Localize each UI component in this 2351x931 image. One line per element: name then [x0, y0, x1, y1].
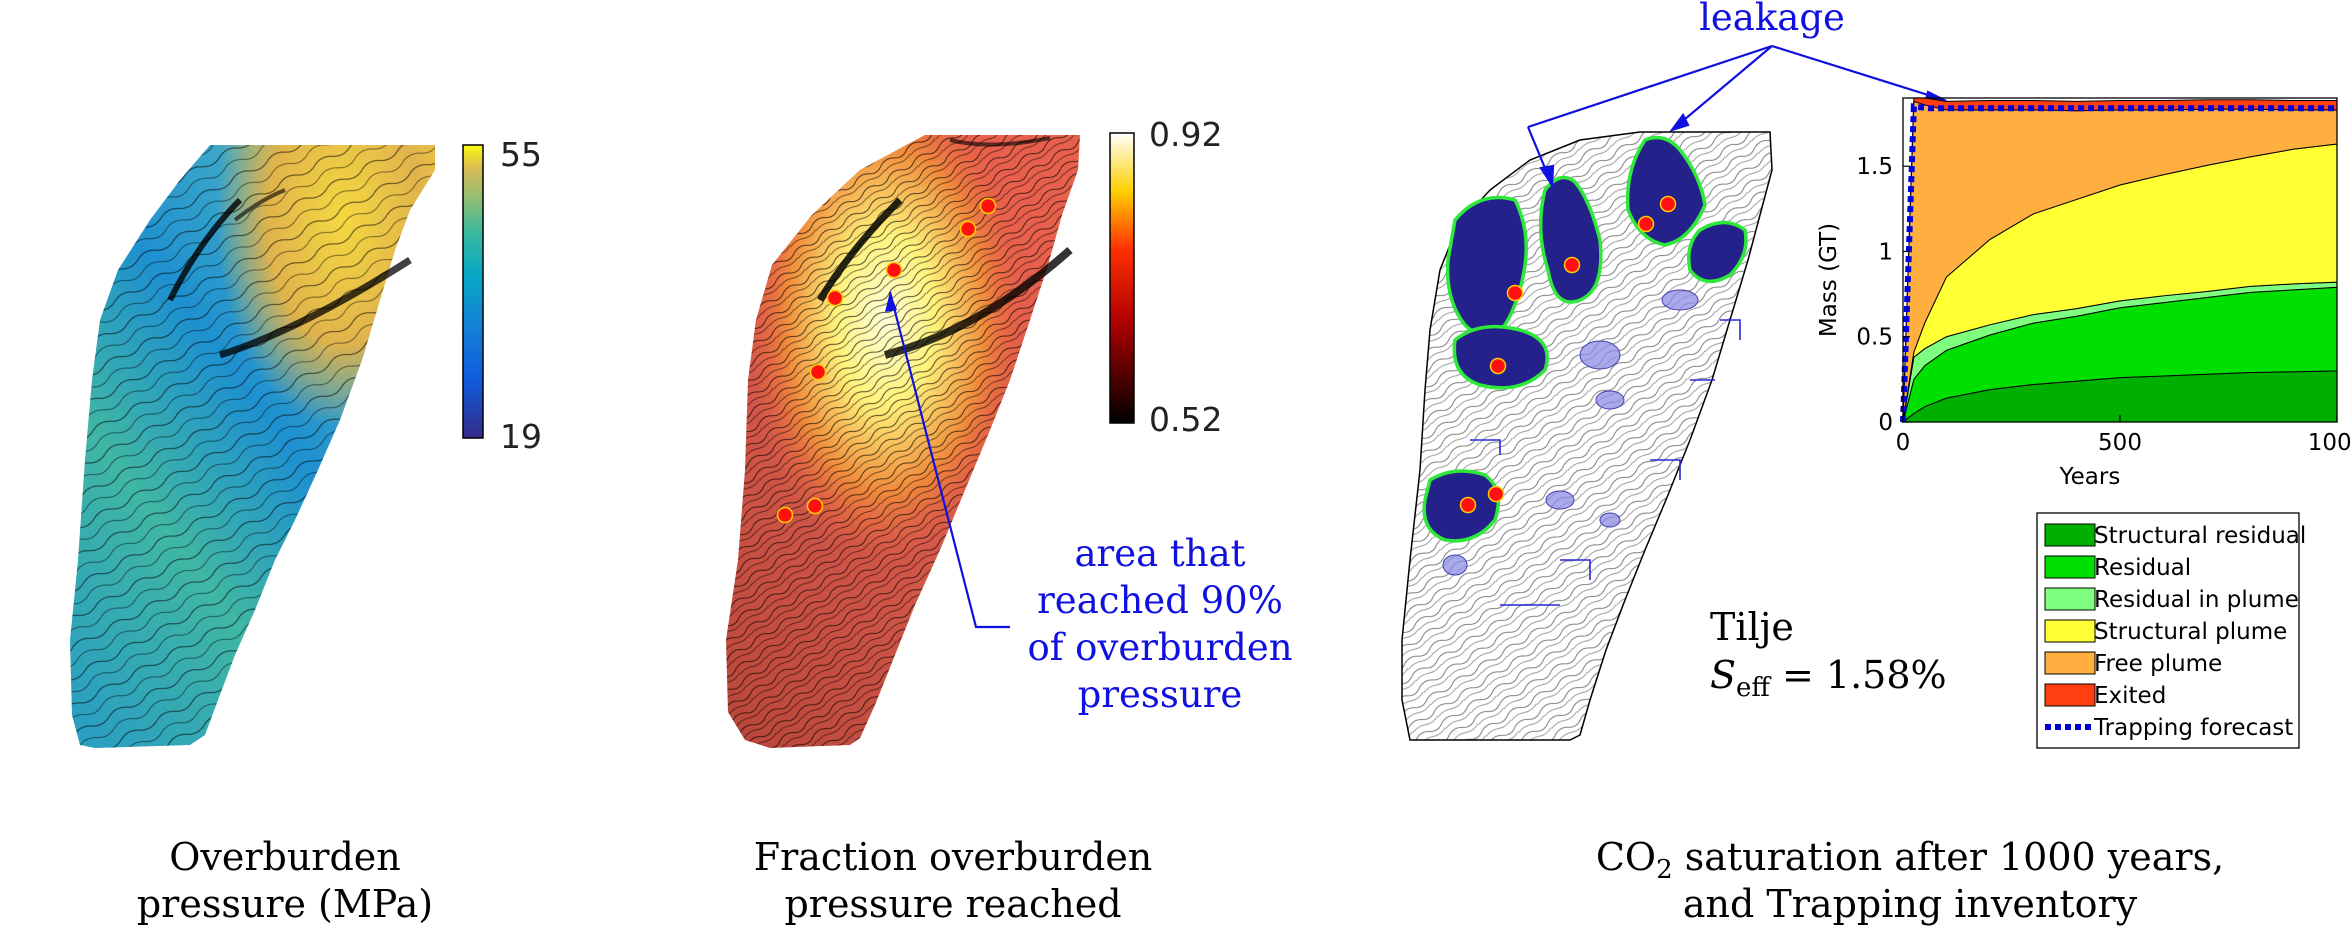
caption-co: CO — [1596, 835, 1656, 879]
seff-value: = 1.58% — [1770, 653, 1947, 697]
co2-plume — [1687, 220, 1748, 284]
well-marker — [885, 261, 903, 279]
x-axis-label: Years — [2059, 464, 2121, 490]
x-tick-label: 500 — [2098, 430, 2142, 456]
x-tick-label: 1000 — [2308, 430, 2351, 456]
fraction-wells — [776, 197, 997, 524]
legend-label: Exited — [2094, 683, 2166, 709]
legend-swatch — [2044, 523, 2096, 547]
trapping-inventory-chart: 0 500 1000 0 0.5 1 1.5 Years Mass (GT) — [1816, 97, 2351, 490]
overburden-caption-line1: Overburden — [169, 835, 401, 879]
seff-subscript: eff — [1736, 673, 1772, 703]
legend-swatch — [2044, 587, 2096, 611]
legend-swatch — [2044, 619, 2096, 643]
fraction-colorbar — [1109, 132, 1135, 424]
leakage-label: leakage — [1699, 0, 1845, 39]
fraction-annotation-line2: reached 90% — [1037, 579, 1283, 622]
leakage-arrows — [1526, 44, 1948, 189]
x-tick-label: 0 — [1896, 430, 1911, 456]
caption-subscript: 2 — [1656, 855, 1673, 885]
saturation-caption-line1: CO2 saturation after 1000 years, — [1596, 835, 2224, 885]
trapping-legend: Structural residual Residual Residual in p… — [2036, 512, 2306, 749]
legend-label: Structural plume — [2094, 619, 2287, 645]
fraction-annotation-line4: pressure — [1078, 673, 1243, 716]
co2-plume — [1452, 324, 1549, 390]
well-marker — [1506, 284, 1524, 302]
co2-thin-region — [1661, 289, 1699, 311]
seff-label: Seff = 1.58% — [1710, 653, 1947, 703]
legend-label: Trapping forecast — [2093, 715, 2293, 741]
legend-label: Residual — [2094, 555, 2191, 581]
co2-plume — [1538, 175, 1603, 304]
trapping-forecast-line — [1900, 103, 2337, 423]
well-marker — [1487, 485, 1505, 503]
co2-thin-region — [1545, 490, 1575, 510]
y-tick-label: 0.5 — [1856, 325, 1893, 351]
y-tick-label: 1.5 — [1856, 154, 1893, 180]
well-marker — [826, 289, 844, 307]
fraction-panel: 0.92 0.52 area that reached 90% of overb… — [726, 115, 1293, 926]
well-marker — [959, 220, 977, 238]
fraction-caption-line2: pressure reached — [784, 882, 1121, 926]
legend-label: Residual in plume — [2094, 587, 2299, 613]
fraction-caption-line1: Fraction overburden — [754, 835, 1153, 879]
well-marker — [1489, 357, 1507, 375]
legend-label: Free plume — [2094, 651, 2222, 677]
co2-thin-region — [1579, 340, 1621, 370]
legend-swatch — [2044, 651, 2096, 675]
seff-symbol: S — [1710, 653, 1736, 697]
caption-rest: saturation after 1000 years, — [1673, 835, 2225, 879]
saturation-caption-line2: and Trapping inventory — [1683, 882, 2138, 926]
well-marker — [1659, 195, 1677, 213]
well-marker — [809, 363, 827, 381]
saturation-panel: leakage 0 500 1000 0 0.5 1 1.5 Years Mass (GT) S… — [1401, 0, 2351, 926]
legend-swatch — [2044, 683, 2096, 707]
overburden-colorbar-min: 19 — [500, 417, 542, 456]
legend-swatch — [2044, 555, 2096, 579]
well-marker — [1563, 256, 1581, 274]
saturation-wells — [1459, 195, 1677, 514]
legend-label: Structural residual — [2094, 523, 2306, 549]
co2-thin-regions — [1442, 289, 1699, 576]
fraction-annotation-arrow — [888, 291, 1010, 629]
well-marker — [979, 197, 997, 215]
fraction-annotation-line1: area that — [1074, 532, 1245, 575]
leakage-paths — [1470, 319, 1741, 606]
fraction-colorbar-max: 0.92 — [1149, 115, 1222, 154]
co2-thin-region — [1595, 390, 1625, 410]
fraction-colorbar-min: 0.52 — [1149, 400, 1222, 439]
co2-thin-region — [1599, 512, 1621, 528]
y-tick-label: 1 — [1878, 239, 1893, 265]
overburden-colorbar-max: 55 — [500, 135, 542, 174]
overburden-panel: 55 19 Overburden pressure (MPa) — [70, 135, 542, 926]
well-marker — [806, 497, 824, 515]
y-axis-label: Mass (GT) — [1816, 223, 1842, 337]
co2-thin-region — [1442, 554, 1468, 576]
well-marker — [1459, 496, 1477, 514]
well-marker — [1637, 215, 1655, 233]
overburden-caption-line2: pressure (MPa) — [137, 882, 433, 926]
fraction-annotation-line3: of overburden — [1027, 626, 1292, 669]
overburden-colorbar — [462, 144, 484, 439]
formation-name: Tilje — [1710, 605, 1794, 649]
y-tick-label: 0 — [1878, 410, 1893, 436]
well-marker — [776, 506, 794, 524]
